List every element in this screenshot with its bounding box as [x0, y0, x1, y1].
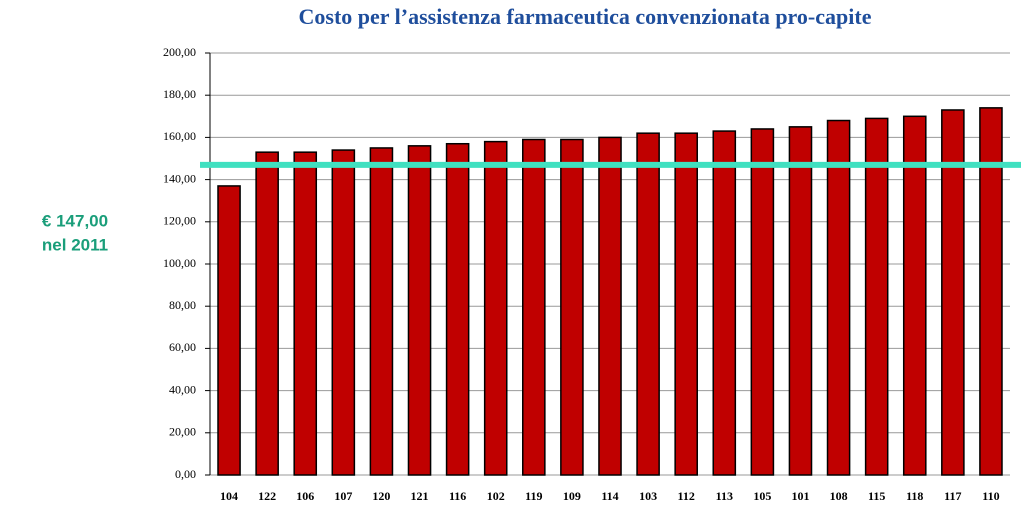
x-tick-label: 106 [296, 489, 314, 503]
bar [598, 136, 622, 476]
bar [560, 138, 584, 476]
bar [407, 145, 432, 476]
x-tick-label: 110 [982, 489, 999, 503]
bar [217, 185, 241, 476]
bar [522, 138, 546, 476]
annotation: € 147,00 [42, 211, 108, 230]
y-tick-label: 140,00 [163, 171, 196, 185]
x-tick-label: 117 [944, 489, 961, 503]
y-tick-label: 20,00 [169, 425, 196, 439]
y-tick-label: 100,00 [163, 256, 196, 270]
x-tick-label: 107 [334, 489, 352, 503]
x-tick-label: 114 [601, 489, 618, 503]
bar [750, 128, 775, 476]
bar [979, 107, 1003, 476]
bar [788, 126, 813, 476]
x-tick-label: 118 [906, 489, 923, 503]
bar [483, 140, 508, 476]
x-tick-label: 112 [678, 489, 695, 503]
y-tick-label: 80,00 [169, 298, 196, 312]
bar [712, 130, 737, 476]
x-tick-label: 109 [563, 489, 581, 503]
bar [331, 149, 356, 476]
y-tick-label: 180,00 [163, 87, 196, 101]
x-tick-label: 103 [639, 489, 657, 503]
x-tick-label: 105 [753, 489, 771, 503]
y-tick-label: 200,00 [163, 45, 196, 59]
x-tick-label: 116 [449, 489, 466, 503]
x-tick-label: 102 [487, 489, 505, 503]
bar [864, 117, 889, 476]
x-tick-label: 113 [716, 489, 733, 503]
bar [826, 119, 851, 476]
x-tick-label: 120 [372, 489, 390, 503]
bar [941, 109, 965, 476]
y-tick-label: 60,00 [169, 340, 196, 354]
y-tick-label: 0,00 [175, 467, 196, 481]
y-tick-label: 160,00 [163, 129, 196, 143]
y-tick-label: 120,00 [163, 214, 196, 228]
bar [636, 132, 660, 476]
x-tick-label: 104 [220, 489, 238, 503]
bar [902, 115, 927, 476]
x-tick-label: 122 [258, 489, 276, 503]
annotation: nel 2011 [42, 235, 108, 254]
x-tick-label: 121 [411, 489, 429, 503]
bar [445, 142, 470, 476]
bar [674, 132, 698, 476]
bar [369, 147, 394, 476]
x-tick-label: 108 [830, 489, 848, 503]
bar [293, 151, 318, 476]
x-tick-label: 115 [868, 489, 885, 503]
x-tick-label: 101 [791, 489, 809, 503]
bar [255, 151, 279, 476]
chart-title: Costo per l’assistenza farmaceutica conv… [299, 4, 872, 29]
y-tick-label: 40,00 [169, 382, 196, 396]
x-tick-label: 119 [525, 489, 542, 503]
